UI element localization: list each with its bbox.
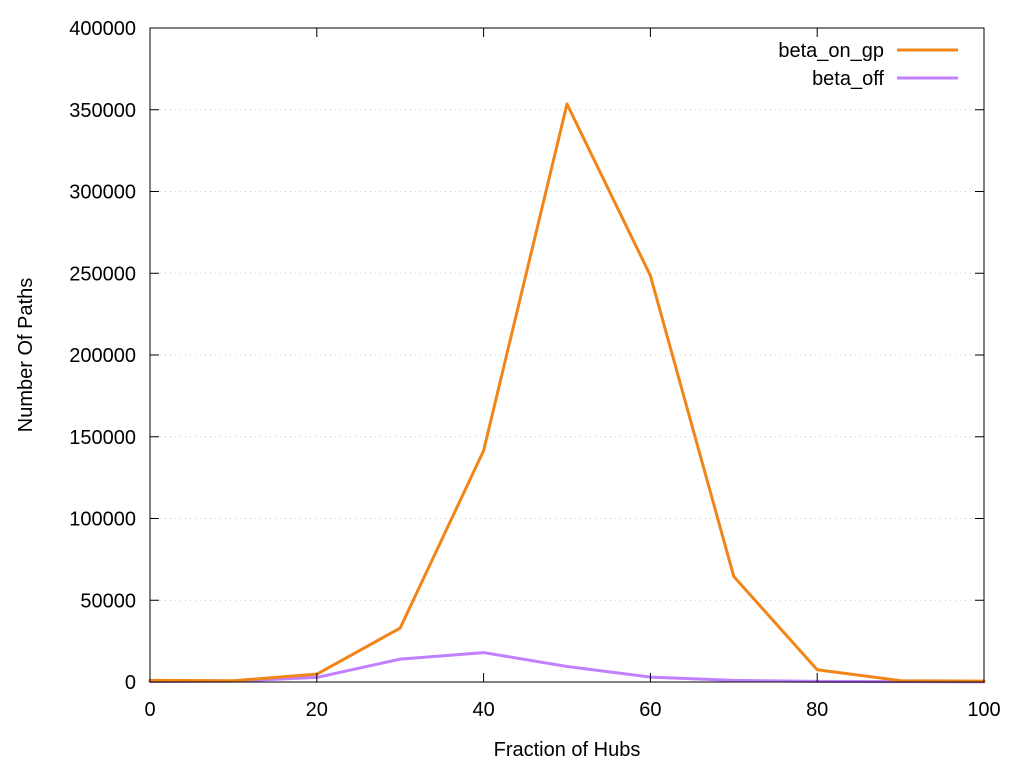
series-line-beta-off [148,651,986,684]
y-tick-label: 150000 [69,427,136,449]
y-tick-label: 100000 [69,509,136,531]
x-tick-label: 20 [306,699,328,721]
y-tick-label: 350000 [69,100,136,122]
y-tick-label: 50000 [80,590,136,612]
grid [150,109,984,601]
x-axis-title: Fraction of Hubs [494,739,641,761]
y-tick-label: 250000 [69,263,136,285]
legend: beta_on_gp beta_off [778,40,958,90]
axis-ticks [149,27,985,683]
x-tick-label: 100 [967,699,1000,721]
x-axis-tick-labels: 0 20 40 60 80 100 [144,699,1000,721]
series-line-beta-on-gp [148,102,986,683]
series-lines [148,102,986,684]
x-tick-label: 80 [806,699,828,721]
y-axis-title: Number Of Paths [15,278,37,433]
legend-label-beta-off: beta_off [812,68,884,90]
x-tick-label: 60 [639,699,661,721]
y-tick-label: 300000 [69,182,136,204]
x-tick-label: 0 [144,699,155,721]
x-tick-label: 40 [472,699,494,721]
y-tick-label: 400000 [69,18,136,40]
y-tick-label: 200000 [69,345,136,367]
y-axis-tick-labels: 0 50000 100000 150000 200000 250000 300000 3500… [69,18,136,694]
y-tick-label: 0 [125,672,136,694]
legend-label-beta-on-gp: beta_on_gp [778,40,884,62]
